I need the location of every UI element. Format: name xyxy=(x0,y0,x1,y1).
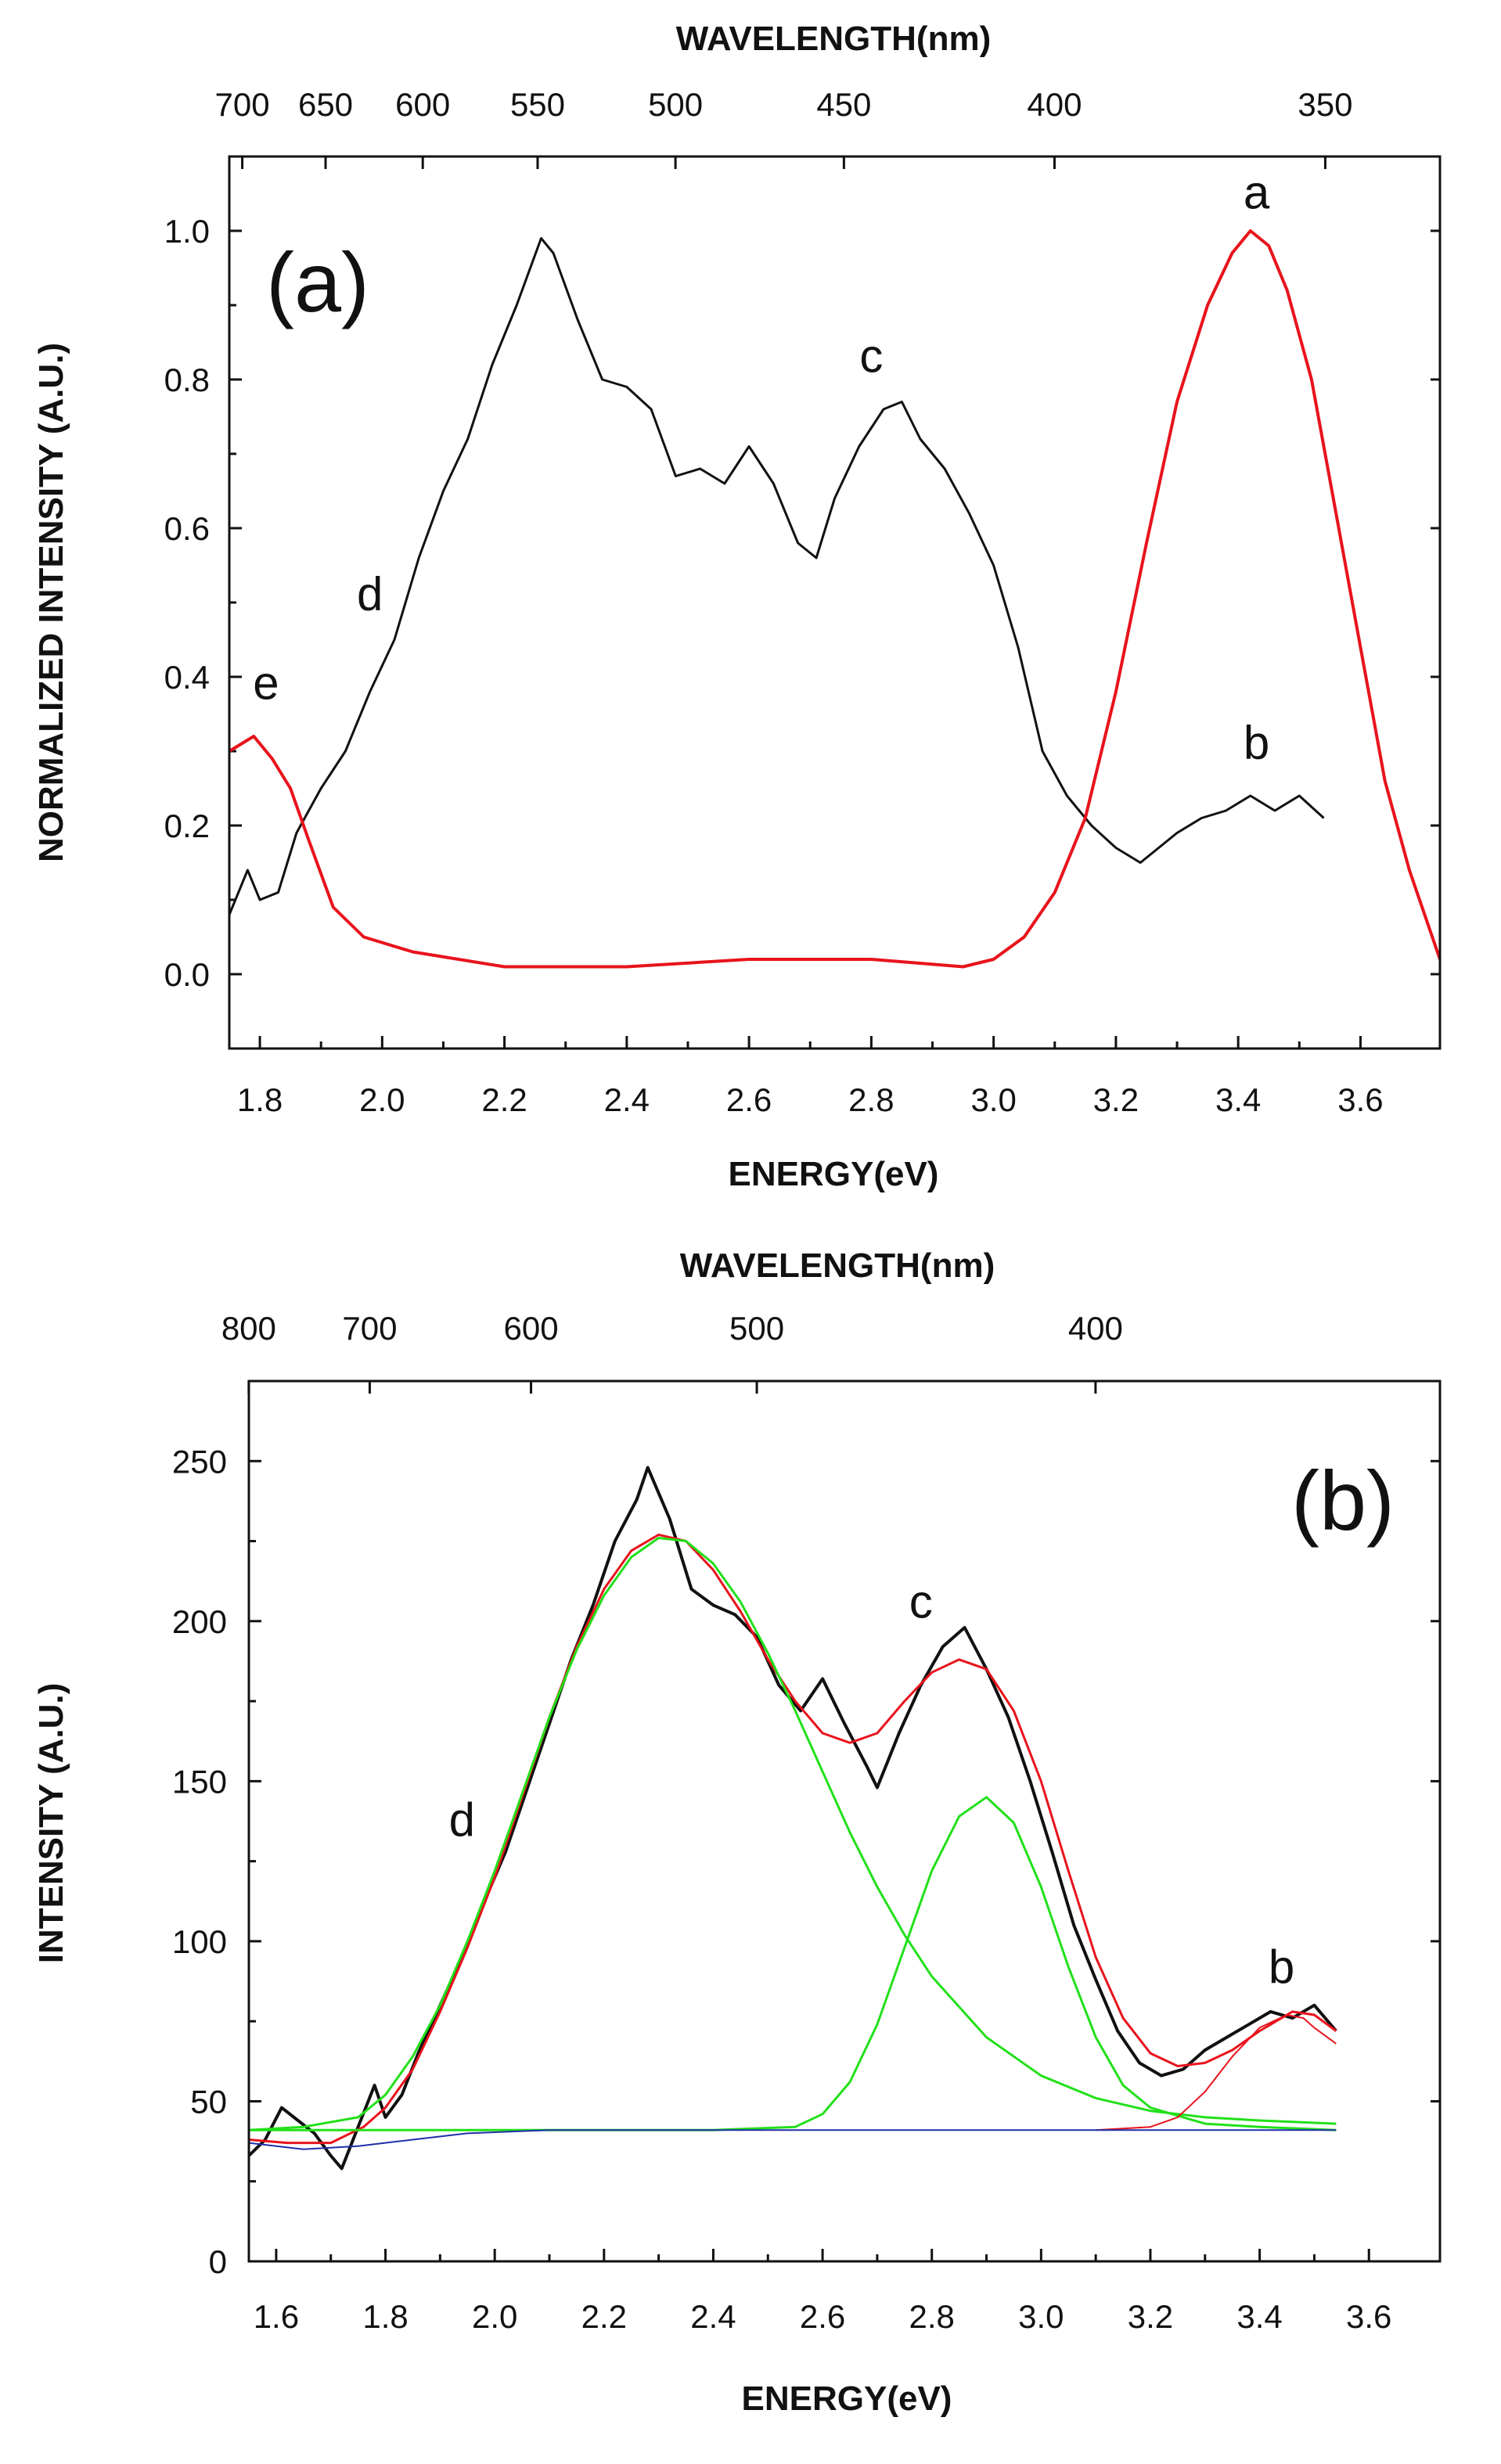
top-tick-label: 350 xyxy=(1298,86,1352,123)
x-tick-label: 2.2 xyxy=(481,1081,527,1118)
y-tick-label: 1.0 xyxy=(164,213,210,250)
y-tick-label: 0.6 xyxy=(164,510,210,547)
curve-label-d: d xyxy=(449,1793,475,1846)
y-tick-labels-b: 0 50 100 150 200 250 xyxy=(172,1443,227,2280)
x-tick-label: 2.2 xyxy=(581,2298,627,2335)
chart-panel-b: WAVELENGTH(nm) 800 700 600 500 400 (b) bcd 1… xyxy=(32,1246,1442,2418)
series-a xyxy=(228,229,1442,969)
top-tick-labels-a: 700 650 600 550 500 450 400 350 xyxy=(215,86,1353,123)
x-tick-label: 2.0 xyxy=(472,2298,517,2335)
x-tick-label: 3.0 xyxy=(1018,2298,1064,2335)
top-tick-label: 550 xyxy=(510,86,565,123)
x-axis-title-a: ENERGY(eV) xyxy=(729,1155,939,1193)
x-tick-label: 3.4 xyxy=(1236,2298,1282,2335)
x-tick-label: 2.6 xyxy=(800,2298,845,2335)
series-line-3 xyxy=(248,1537,1337,2131)
x-tick-label: 1.8 xyxy=(237,1081,283,1118)
y-tick-label: 0.4 xyxy=(164,659,210,696)
x-tick-label: 3.2 xyxy=(1093,1081,1139,1118)
top-tick-label: 600 xyxy=(395,86,450,123)
top-axis-title-b: WAVELENGTH(nm) xyxy=(680,1246,995,1285)
y-tick-label: 0.2 xyxy=(164,808,210,844)
top-tick-label: 400 xyxy=(1027,86,1082,123)
x-tick-labels-a: 1.8 2.0 2.2 2.4 2.6 2.8 3.0 3.2 3.4 3.6 xyxy=(237,1081,1384,1118)
x-tick-label: 3.6 xyxy=(1337,1081,1383,1118)
top-tick-label: 650 xyxy=(298,86,353,123)
curve-label-c: c xyxy=(859,330,883,383)
top-axis-title-a: WAVELENGTH(nm) xyxy=(676,20,992,58)
y-tick-labels-a: 0.0 0.2 0.4 0.6 0.8 1.0 xyxy=(164,213,210,993)
panel-label-b: (b) xyxy=(1291,1453,1395,1548)
chart-panel-a: WAVELENGTH(nm) 700 650 600 550 500 450 400 350 … xyxy=(32,20,1442,1193)
curve-label-c: c xyxy=(909,1576,933,1628)
x-tick-label: 3.0 xyxy=(970,1081,1016,1118)
top-tick-label: 500 xyxy=(729,1310,784,1347)
y-axis-title-b: INTENSITY (A.U.) xyxy=(32,1683,70,1964)
top-tick-label: 800 xyxy=(221,1310,276,1347)
annotations-b: b c d xyxy=(449,1576,1295,1993)
y-axis-title-a: NORMALIZED INTENSITY (A.U.) xyxy=(32,343,70,862)
y-tick-label: 150 xyxy=(172,1763,227,1800)
x-tick-label: 3.6 xyxy=(1346,2298,1391,2335)
series-b xyxy=(247,1466,1337,2171)
x-tick-label: 2.4 xyxy=(604,1081,650,1118)
x-tick-label: 1.8 xyxy=(362,2298,408,2335)
curve-label-e: e xyxy=(253,657,279,710)
y-tick-label: 200 xyxy=(172,1603,227,1640)
top-tick-label: 700 xyxy=(342,1310,397,1347)
x-tick-label: 1.6 xyxy=(254,2298,299,2335)
top-tick-label: 500 xyxy=(648,86,703,123)
top-tick-label: 700 xyxy=(215,86,270,123)
curve-label-d: d xyxy=(357,568,383,620)
curve-label-b: b xyxy=(1244,717,1269,769)
x-tick-label: 2.8 xyxy=(848,1081,894,1118)
series-line-1 xyxy=(247,1466,1337,2171)
x-tick-label: 3.2 xyxy=(1128,2298,1173,2335)
series-line-4 xyxy=(249,1796,1337,2131)
y-tick-label: 0 xyxy=(209,2243,227,2280)
y-tick-label: 100 xyxy=(172,1923,227,1960)
curve-label-a: a xyxy=(1244,167,1270,219)
y-tick-label: 250 xyxy=(172,1443,227,1480)
x-tick-label: 2.4 xyxy=(690,2298,736,2335)
x-tick-label: 3.4 xyxy=(1215,1081,1261,1118)
top-tick-label: 600 xyxy=(503,1310,558,1347)
series-line-6 xyxy=(248,2129,1337,2150)
y-tick-label: 0.8 xyxy=(164,362,210,398)
curve-label-b: b xyxy=(1269,1941,1294,1993)
plot-frame-a xyxy=(228,155,1442,1050)
panel-label-a: (a) xyxy=(266,235,369,329)
annotations-a: a b c d e xyxy=(253,167,1270,769)
series-line-1 xyxy=(228,237,1325,915)
x-tick-label: 2.6 xyxy=(726,1081,772,1118)
ticks-a xyxy=(229,156,1440,1049)
top-tick-label: 400 xyxy=(1068,1310,1123,1347)
series-line-2 xyxy=(228,229,1442,969)
series-line-5 xyxy=(1096,2014,1337,2131)
y-tick-label: 50 xyxy=(190,2083,227,2120)
x-tick-label: 2.0 xyxy=(359,1081,405,1118)
plot-frame-b xyxy=(247,1379,1442,2263)
x-tick-labels-b: 1.6 1.8 2.0 2.2 2.4 2.6 2.8 3.0 3.2 3.4 3.6 xyxy=(254,2298,1392,2335)
x-tick-label: 2.8 xyxy=(909,2298,955,2335)
top-tick-labels-b: 800 700 600 500 400 xyxy=(221,1310,1123,1347)
y-tick-label: 0.0 xyxy=(164,956,210,993)
series-line-2 xyxy=(248,1533,1337,2145)
x-axis-title-b: ENERGY(eV) xyxy=(742,2379,952,2418)
top-tick-label: 450 xyxy=(816,86,871,123)
